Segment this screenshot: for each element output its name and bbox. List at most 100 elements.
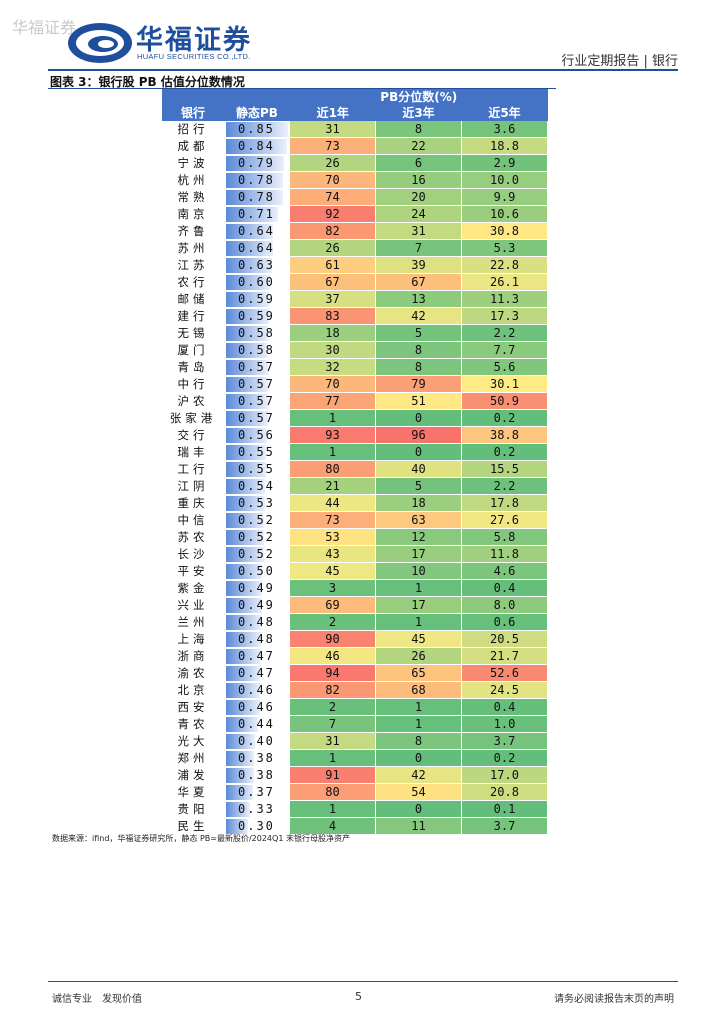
- table-row: 渝农 0.47 94 65 52.6: [162, 664, 548, 682]
- percentile-y3: 1: [375, 613, 462, 631]
- percentile-y3: 1: [375, 715, 462, 733]
- pb-value: 0.53: [238, 496, 275, 510]
- bank-name: 农行: [177, 275, 209, 289]
- percentile-y5: 52.6: [461, 664, 548, 682]
- table-row: 邮储 0.59 37 13 11.3: [162, 290, 548, 308]
- pb-value: 0.57: [238, 360, 275, 374]
- percentile-y1: 1: [290, 749, 376, 767]
- percentile-y1: 31: [290, 121, 376, 138]
- pb-databar: [226, 155, 284, 171]
- table-row: 浦发 0.38 91 42 17.0: [162, 766, 548, 784]
- bank-name: 浙商: [177, 649, 209, 663]
- percentile-y3: 8: [375, 341, 462, 359]
- table-row: 苏农 0.52 53 12 5.8: [162, 528, 548, 546]
- percentile-y3: 8: [375, 121, 462, 138]
- pb-cell: 0.57: [224, 359, 290, 376]
- percentile-y1: 69: [290, 596, 376, 614]
- pb-value: 0.55: [238, 462, 275, 476]
- percentile-y5: 30.8: [461, 222, 548, 240]
- table-row: 交行 0.56 93 96 38.8: [162, 426, 548, 444]
- bank-name: 江阴: [177, 479, 209, 493]
- percentile-y5: 0.2: [461, 749, 548, 767]
- percentile-y1: 73: [290, 511, 376, 529]
- pb-cell: 0.46: [224, 699, 290, 716]
- percentile-y3: 1: [375, 698, 462, 716]
- col-header-3y: 近3年: [375, 105, 462, 121]
- percentile-y3: 42: [375, 766, 462, 784]
- percentile-y5: 18.8: [461, 137, 548, 155]
- table-row: 杭州 0.78 70 16 10.0: [162, 171, 548, 189]
- table-row: 紫金 0.49 3 1 0.4: [162, 579, 548, 597]
- bank-name: 常熟: [177, 190, 209, 204]
- header-divider: [48, 69, 678, 71]
- col-header-5y: 近5年: [461, 105, 548, 121]
- bank-name: 苏农: [177, 530, 209, 544]
- pb-cell: 0.46: [224, 682, 290, 699]
- pb-cell: 0.71: [224, 206, 290, 223]
- pb-cell: 0.44: [224, 716, 290, 733]
- percentile-y1: 90: [290, 630, 376, 648]
- pb-value: 0.78: [238, 173, 275, 187]
- table-row: 建行 0.59 83 42 17.3: [162, 307, 548, 325]
- pb-cell: 0.64: [224, 240, 290, 257]
- percentile-y5: 5.8: [461, 528, 548, 546]
- bank-name: 民生: [177, 819, 209, 833]
- bank-name: 长沙: [177, 547, 209, 561]
- table-row: 成都 0.84 73 22 18.8: [162, 137, 548, 155]
- percentile-y5: 0.4: [461, 579, 548, 597]
- percentile-y3: 5: [375, 324, 462, 342]
- group-header: PB分位数(%): [290, 89, 548, 105]
- pb-value: 0.47: [238, 649, 275, 663]
- pb-cell: 0.55: [224, 444, 290, 461]
- percentile-y1: 1: [290, 800, 376, 818]
- pb-databar: [226, 733, 255, 749]
- pb-databar: [226, 478, 265, 494]
- pb-databar: [226, 461, 266, 477]
- percentile-y5: 1.0: [461, 715, 548, 733]
- pb-value: 0.48: [238, 632, 275, 646]
- pb-databar: [226, 325, 268, 341]
- pb-databar: [226, 189, 283, 205]
- footer-slogan: 诚信专业 发现价值: [52, 994, 142, 1005]
- percentile-y5: 3.7: [461, 732, 548, 750]
- bank-name: 贵阳: [177, 802, 209, 816]
- percentile-y1: 7: [290, 715, 376, 733]
- percentile-y1: 26: [290, 154, 376, 172]
- pb-value: 0.57: [238, 411, 275, 425]
- pb-databar: [226, 512, 264, 528]
- percentile-y1: 82: [290, 681, 376, 699]
- pb-cell: 0.64: [224, 223, 290, 240]
- pb-databar: [226, 223, 273, 239]
- percentile-y3: 12: [375, 528, 462, 546]
- bank-name: 张家港: [169, 411, 217, 425]
- percentile-y3: 5: [375, 477, 462, 495]
- bank-name: 北京: [177, 683, 209, 697]
- bank-name: 华夏: [177, 785, 209, 799]
- percentile-y5: 50.9: [461, 392, 548, 410]
- pb-cell: 0.37: [224, 784, 290, 801]
- bank-name: 齐鲁: [177, 224, 209, 238]
- percentile-y1: 93: [290, 426, 376, 444]
- percentile-y1: 3: [290, 579, 376, 597]
- pb-value: 0.57: [238, 377, 275, 391]
- bank-name: 沪农: [177, 394, 209, 408]
- pb-cell: 0.84: [224, 138, 290, 155]
- pb-cell: 0.60: [224, 274, 290, 291]
- percentile-y1: 18: [290, 324, 376, 342]
- pb-value: 0.85: [238, 122, 275, 137]
- pb-cell: 0.48: [224, 631, 290, 648]
- bank-name: 光大: [177, 734, 209, 748]
- pb-databar: [226, 529, 264, 545]
- percentile-y5: 10.6: [461, 205, 548, 223]
- percentile-y3: 8: [375, 358, 462, 376]
- pb-value: 0.37: [238, 785, 275, 799]
- percentile-y5: 2.2: [461, 324, 548, 342]
- table-row: 苏州 0.64 26 7 5.3: [162, 239, 548, 257]
- percentile-y1: 74: [290, 188, 376, 206]
- bank-name: 苏州: [177, 241, 209, 255]
- percentile-y1: 61: [290, 256, 376, 274]
- percentile-y5: 2.2: [461, 477, 548, 495]
- table-row: 青农 0.44 7 1 1.0: [162, 715, 548, 733]
- table-row: 瑞丰 0.55 1 0 0.2: [162, 443, 548, 461]
- footer-disclaimer: 请务必阅读报告末页的声明: [554, 994, 674, 1005]
